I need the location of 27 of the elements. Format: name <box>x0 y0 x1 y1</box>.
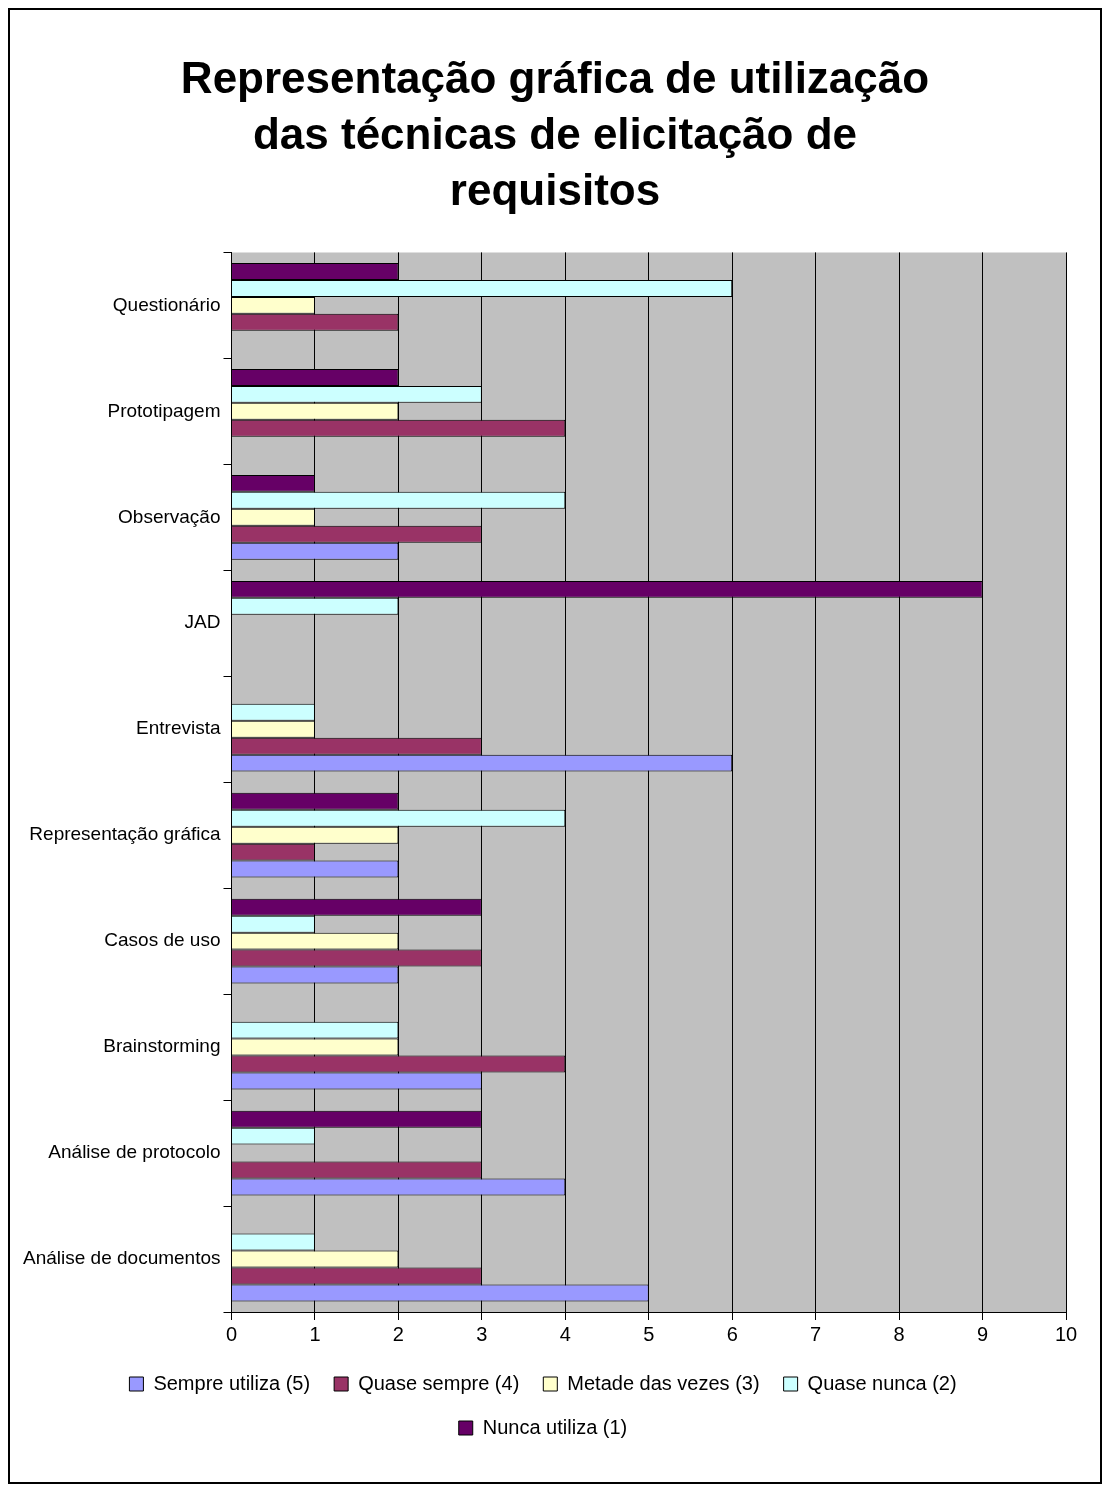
y-tick-label: Questionário <box>112 293 221 315</box>
x-tick-label: 3 <box>476 1322 488 1345</box>
legend-label: Sempre utiliza (5) <box>153 1371 311 1394</box>
x-tick-label: 5 <box>643 1322 655 1345</box>
x-tick-label: 4 <box>559 1322 571 1345</box>
y-tick-label: Análise de documentos <box>23 1247 221 1269</box>
y-tick-label: Análise de protocolo <box>48 1141 221 1163</box>
y-tick-label: Casos de uso <box>104 929 221 951</box>
legend-label: Quase nunca (2) <box>807 1371 957 1394</box>
x-tick-label: 10 <box>1054 1322 1078 1345</box>
y-tick-label: Prototipagem <box>107 399 221 421</box>
x-tick-label: 6 <box>726 1322 738 1345</box>
x-tick-label: 0 <box>225 1322 238 1345</box>
y-tick-label: Representação gráfica <box>29 823 221 845</box>
y-tick-label: Entrevista <box>136 717 221 739</box>
x-tick-label: 8 <box>893 1322 905 1345</box>
legend-label: Nunca utiliza (1) <box>482 1415 628 1438</box>
legend-label: Quase sempre (4) <box>358 1371 520 1394</box>
x-tick-label: 2 <box>392 1322 404 1345</box>
legend-label: Metade das vezes (3) <box>567 1371 760 1394</box>
x-tick-label: 7 <box>810 1322 822 1345</box>
y-tick-label: JAD <box>184 611 221 633</box>
chart-title: Representação gráfica de utilização das técnicas de elicitação de requisitos <box>179 52 931 216</box>
x-tick-label: 9 <box>976 1322 989 1345</box>
x-tick-label: 1 <box>309 1322 321 1345</box>
y-tick-label: Brainstorming <box>103 1035 221 1057</box>
y-tick-label: Observação <box>118 505 221 527</box>
